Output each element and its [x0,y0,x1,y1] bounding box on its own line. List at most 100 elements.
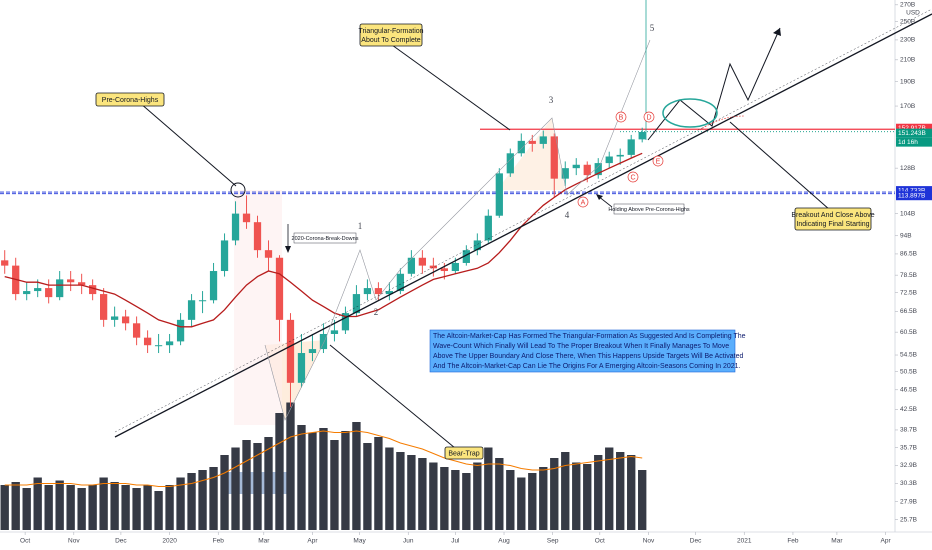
volume-bar [176,477,185,530]
candle-body [363,288,372,295]
volume-bar [66,485,75,530]
candle-body [605,156,613,164]
y-tick-label: 66.5B [900,308,917,315]
candle-body [110,316,119,320]
y-tick-label: 128B [900,165,915,172]
volume-bar [242,440,251,530]
candle-body [407,257,416,274]
wave-circle [577,196,589,208]
price-label: 152.917B [898,125,926,132]
candle-body [506,153,514,174]
wave-label: B [619,114,624,121]
arrow-head [773,28,781,36]
y-tick-label: 94B [900,232,912,239]
candle-body [308,349,317,354]
x-tick-label: Dec [115,538,127,545]
candle-body [198,300,207,302]
volume-bar [484,447,493,530]
y-tick-label: 230B [900,37,915,44]
x-tick-label: Oct [595,538,605,545]
arrow-head [285,246,291,253]
callout-line [729,121,831,211]
highlight-zones [226,118,565,494]
volume-bar [517,477,526,530]
price-label: 113.897B [898,192,925,199]
candle-body [594,163,602,176]
volume-bar [418,458,427,530]
wave-label: 1 [358,221,363,231]
volume-bar [264,437,273,530]
candle-body [627,139,635,155]
y-tick-label: 30.3B [900,480,917,487]
volume-bar [99,477,108,530]
candle-body [517,140,525,154]
volume-bar [187,473,196,530]
y-tick-label: 210B [900,57,915,64]
volume-bar [330,440,339,530]
volume-bar [55,480,64,530]
volume-bar [77,488,86,530]
wave-label: D [646,114,651,121]
wave-circle [652,155,664,167]
volume-bar [429,462,438,530]
candle-body [143,337,152,346]
candle-body [56,279,64,298]
candle-body [220,240,229,272]
candle-body [89,285,97,295]
candle-body [23,291,31,295]
volume-bar [275,413,284,530]
volume-bar [198,470,207,530]
volume-bar [209,467,218,530]
wave-circle [643,111,655,123]
volume-bar [407,455,416,530]
volume-bar [165,485,174,530]
candle-body [1,260,9,266]
x-tick-label: Aug [498,538,510,545]
x-tick-label: May [353,538,366,545]
x-tick-label: Apr [307,538,318,545]
volume-bar [462,473,471,530]
candle-body [154,345,163,347]
candle-body [396,273,405,292]
y-tick-label: 250B [900,18,915,25]
y-tick-label: 170B [900,103,915,110]
volume-bar [506,470,515,530]
candle-body [132,323,141,338]
x-tick-label: Nov [643,538,655,545]
y-tick-label: 25.7B [900,516,917,523]
y-tick-label: 27.9B [900,498,917,505]
candle-body [264,250,273,258]
note-text: Above The Upper Boundary And Close There… [433,353,743,360]
y-tick-label: 42.5B [900,406,917,413]
dotted-curve [699,115,746,131]
x-tick-label: Feb [787,538,799,545]
candle-body [440,268,448,272]
candle-body [187,300,196,320]
volume-bar [308,432,317,530]
callout-box [794,207,872,231]
price-label-bg [896,128,932,138]
currency: USD [906,10,920,17]
volume-bar [528,473,537,530]
y-tick-label: 190B [900,78,915,85]
volume-bar [616,452,625,530]
y-tick-label: 38.7B [900,427,917,434]
candle-body [616,154,624,157]
candle-body [121,316,130,324]
countdown: 1d 16h [898,139,918,146]
volume-bar [594,455,603,530]
label-box [613,203,685,215]
candle-body [462,250,470,263]
x-tick-label: Mar [831,538,843,545]
label-box [293,232,357,244]
label-text: Holding Above Pre-Corona-Highs [608,207,690,213]
note-text: The Altcoin-Market-Cap Has Formed The Tr… [433,333,746,340]
candle-body [583,164,591,176]
x-tick-label: Apr [881,538,892,545]
callout-line [139,102,237,187]
volume-bar [253,443,262,530]
projection-path [647,27,781,141]
callout-box [444,446,484,460]
callout-line [391,44,511,131]
volume-bar [605,447,614,530]
